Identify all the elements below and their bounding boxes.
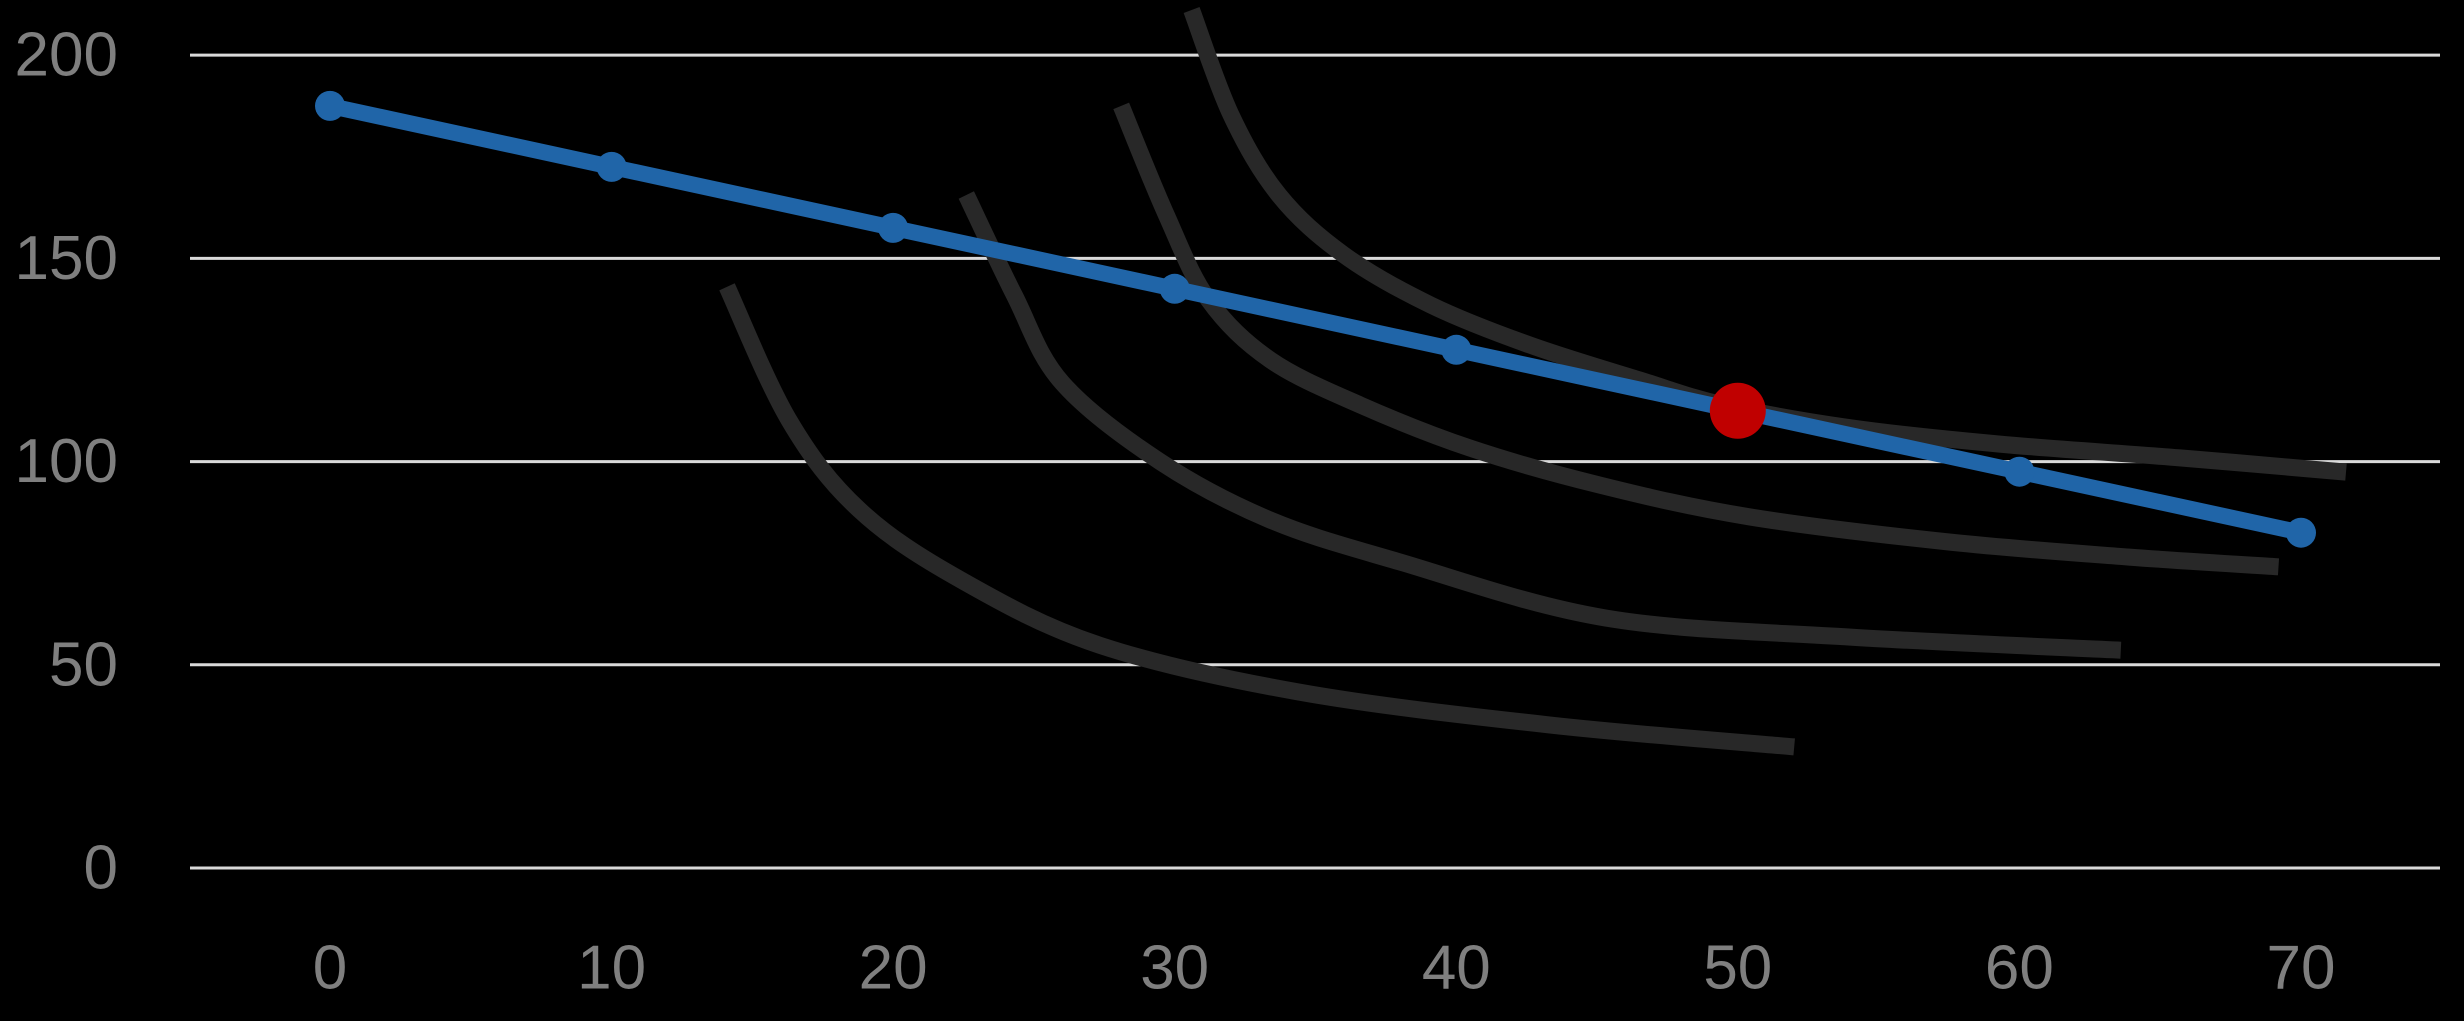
x-axis-tick-label: 70 — [2267, 934, 2336, 1003]
optimal-point-marker — [1709, 382, 1766, 439]
data-point-marker — [1441, 334, 1472, 365]
x-axis-tick-label: 20 — [859, 934, 928, 1003]
x-axis-tick-label: 60 — [1985, 934, 2054, 1003]
data-point-marker — [2286, 517, 2316, 548]
y-axis-tick-label: 100 — [15, 427, 118, 496]
x-axis-tick-label: 40 — [1422, 934, 1491, 1003]
x-axis-tick-label: 0 — [313, 934, 347, 1003]
budget-line — [328, 98, 2303, 541]
y-axis-tick-label: 200 — [15, 21, 118, 90]
data-point-marker — [315, 90, 345, 121]
data-point-marker — [2004, 456, 2035, 487]
indifference-curve-1 — [719, 283, 1795, 756]
data-point-marker — [1159, 273, 1190, 304]
y-axis-tick-label: 150 — [15, 224, 118, 293]
x-axis-tick-label: 10 — [577, 934, 646, 1003]
y-axis-tick-label: 50 — [49, 630, 118, 699]
data-point-marker — [878, 212, 909, 243]
data-point-marker — [596, 151, 627, 182]
indifference-curve-4 — [1183, 7, 2347, 481]
x-axis-tick-label: 30 — [1140, 934, 1209, 1003]
x-axis-tick-label: 50 — [1703, 934, 1772, 1003]
indifference-curve-2 — [958, 191, 2122, 659]
y-axis-tick-label: 0 — [84, 834, 118, 903]
